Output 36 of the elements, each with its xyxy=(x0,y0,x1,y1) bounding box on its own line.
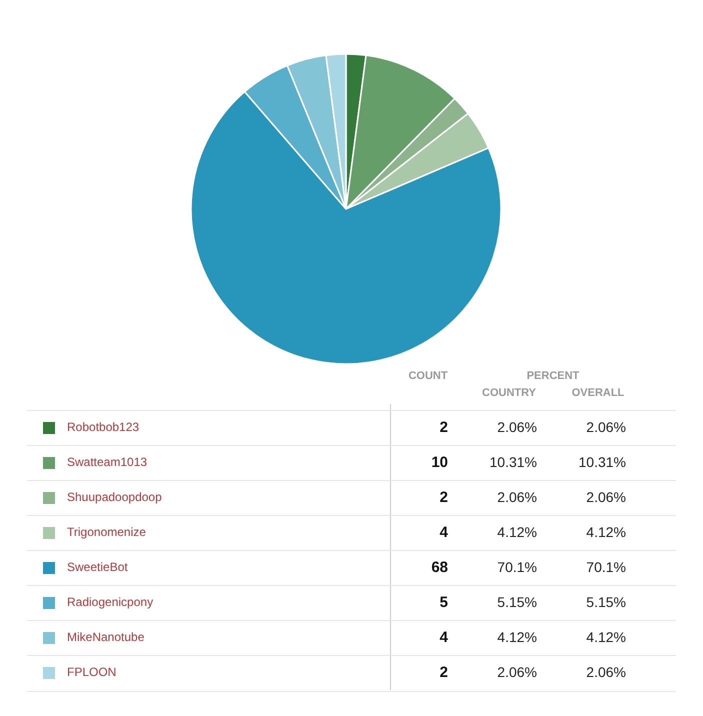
legend-label: SweetieBot xyxy=(67,560,128,574)
text: 4.12% xyxy=(496,629,537,645)
data-label: 2 xyxy=(438,664,448,681)
text: 2.06% xyxy=(496,664,537,680)
text: 2.06% xyxy=(585,664,626,680)
text: 70.1% xyxy=(585,559,626,575)
legend-label: Swatteam1013 xyxy=(67,455,148,469)
text: 5.15% xyxy=(496,594,537,610)
text: 4.12% xyxy=(496,524,537,540)
text: 10.31% xyxy=(488,454,537,470)
data-label: 68 xyxy=(430,559,448,576)
text: 5.15% xyxy=(585,594,626,610)
data-label: 2 xyxy=(438,489,448,506)
text: 2.06% xyxy=(585,419,626,435)
text: COUNT xyxy=(407,370,449,382)
text: COUNTRY xyxy=(481,387,537,399)
text: 70.1% xyxy=(496,559,537,575)
legend-label: FPLOON xyxy=(67,665,116,679)
text: 2.06% xyxy=(496,489,537,505)
data-label: 2 xyxy=(438,419,448,436)
text: OVERALL xyxy=(570,387,626,399)
text: PERCENT xyxy=(526,370,580,382)
legend-label: Shuupadoopdoop xyxy=(67,490,162,504)
text: 10.31% xyxy=(578,454,626,470)
data-label: 5 xyxy=(438,594,448,611)
data-label: 4 xyxy=(438,524,448,541)
legend-label: Trigonomenize xyxy=(67,525,146,539)
legend-label: Robotbob123 xyxy=(67,420,140,434)
text: 2.06% xyxy=(496,419,537,435)
legend-label: MikeNanotube xyxy=(67,630,144,644)
text: 4.12% xyxy=(585,629,626,645)
text: 2.06% xyxy=(585,489,626,505)
text: 4.12% xyxy=(585,524,626,540)
legend-label: Radiogenicpony xyxy=(67,595,154,609)
data-label: 4 xyxy=(438,629,448,646)
data-label: 10 xyxy=(430,454,448,471)
